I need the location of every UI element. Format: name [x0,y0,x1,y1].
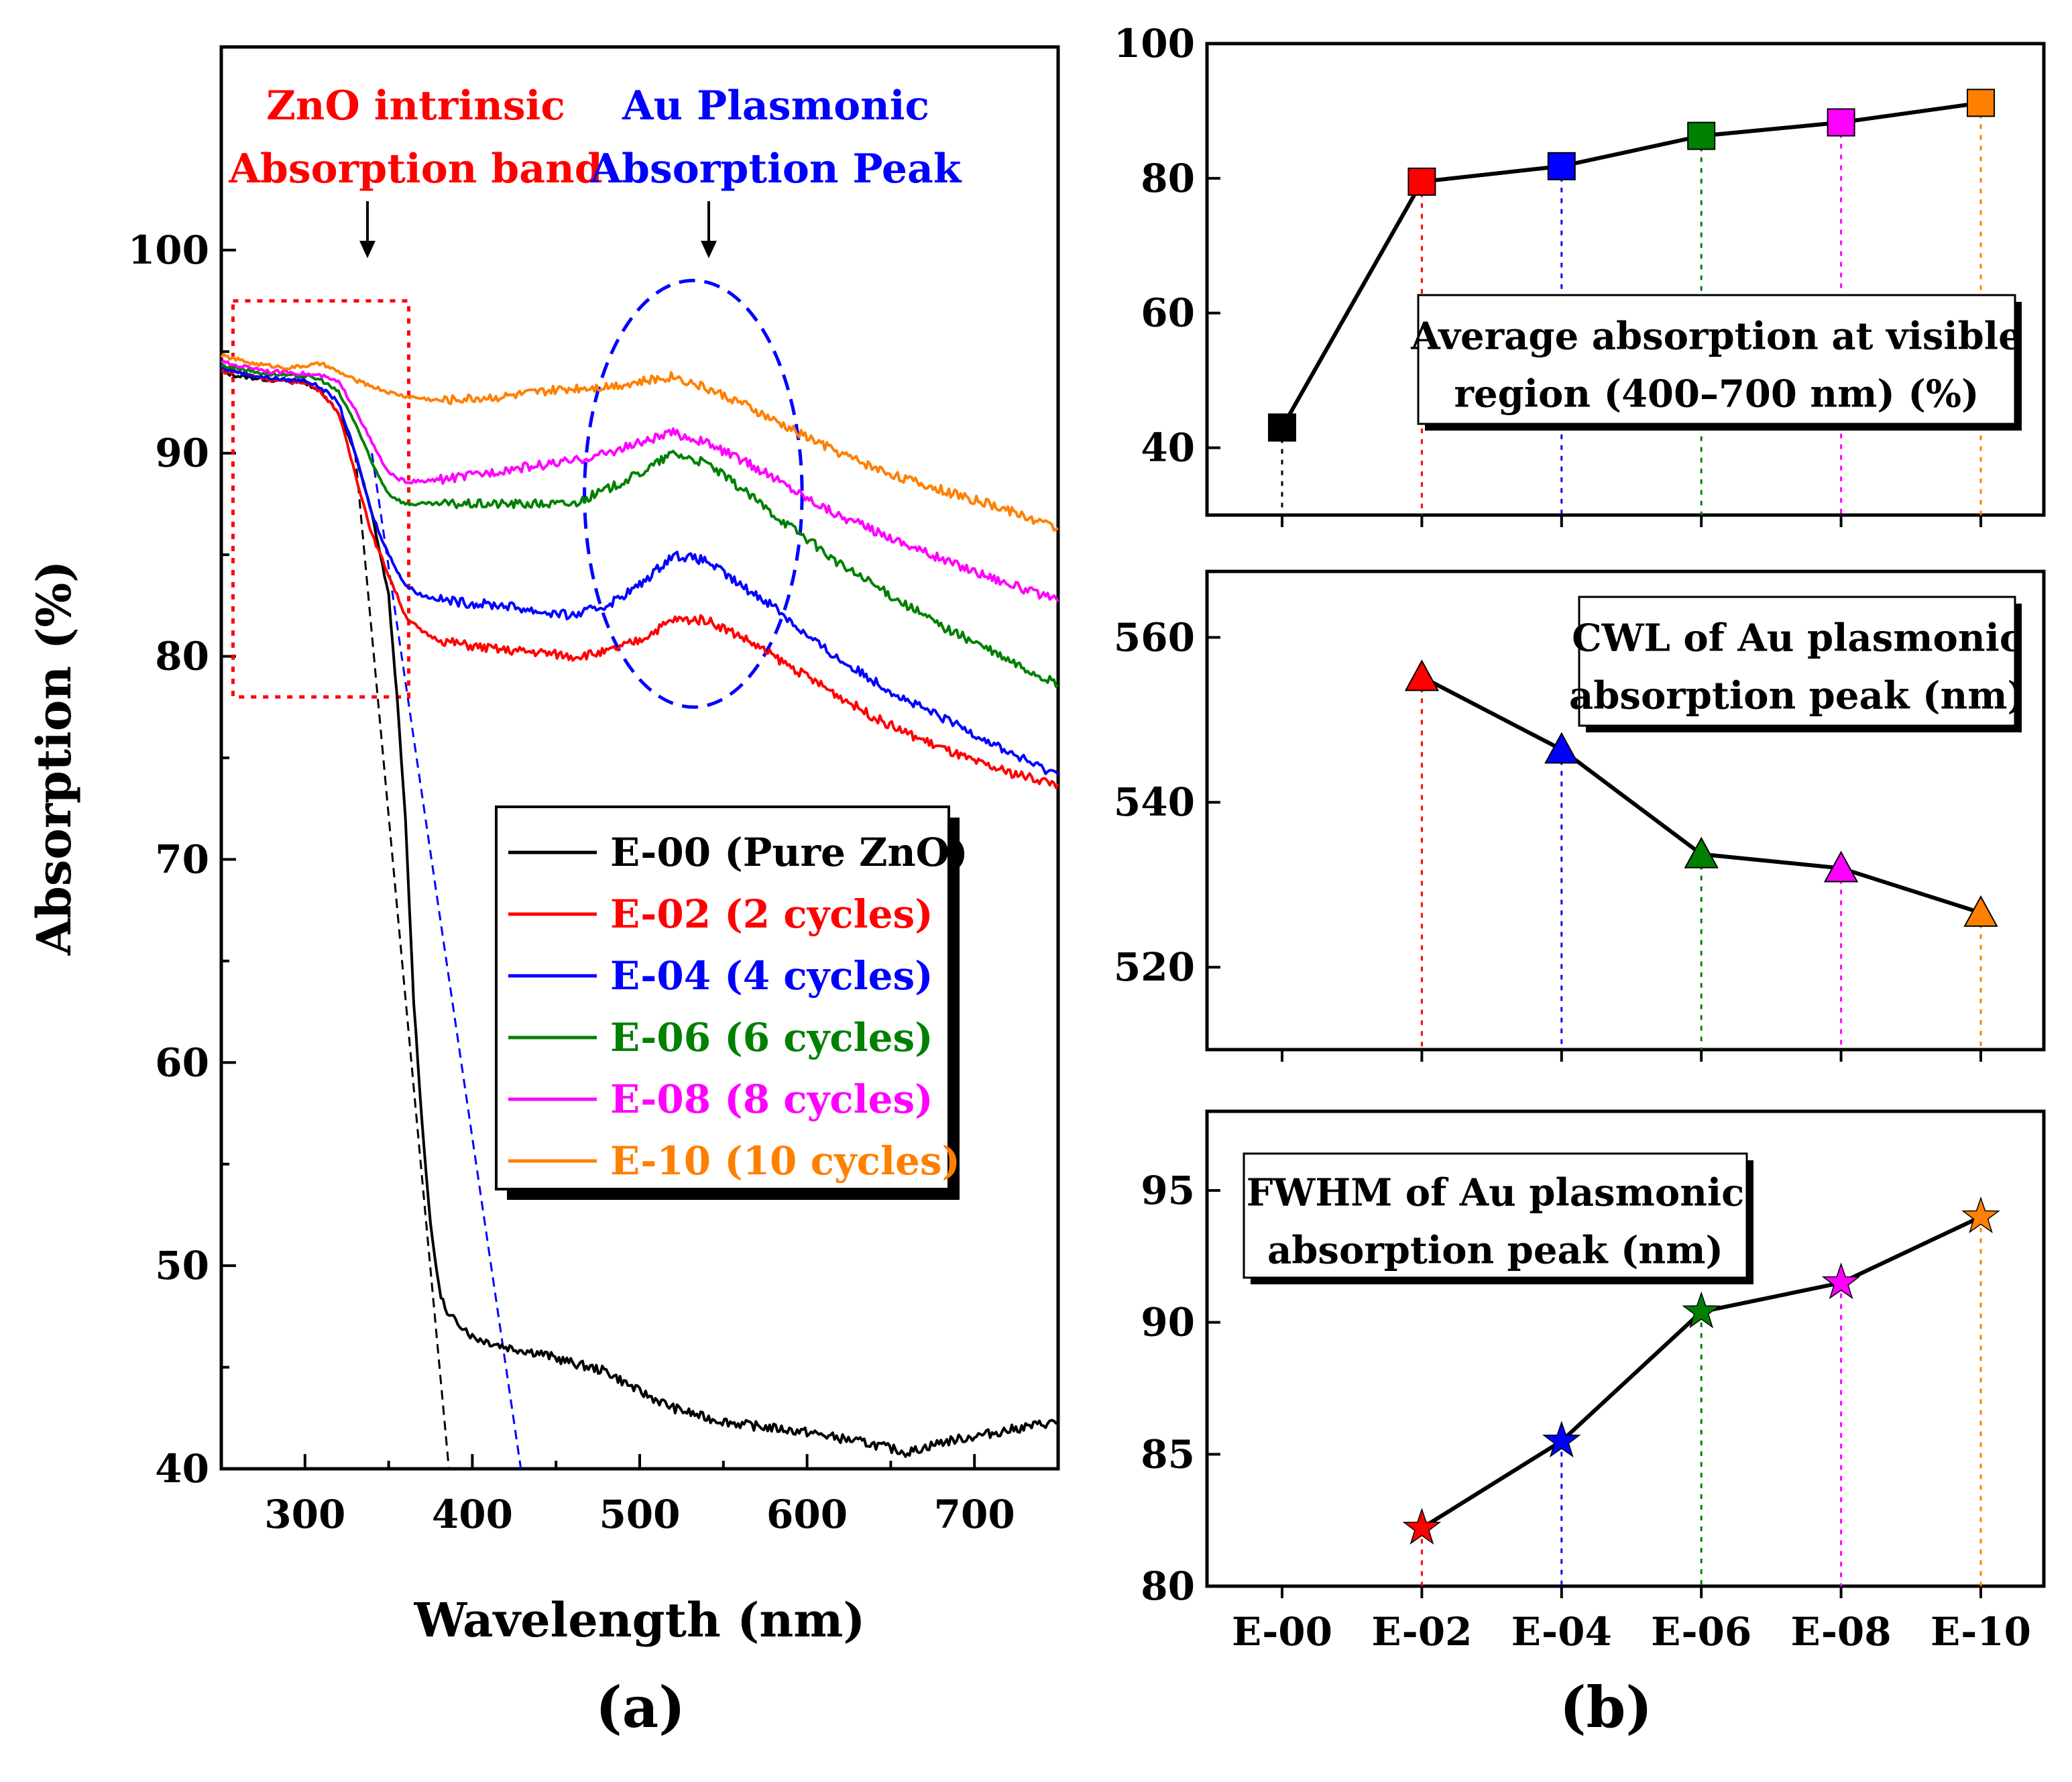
y-tick-label: 95 [1141,1168,1195,1213]
marker-star-e-08 [1821,1262,1861,1300]
y-tick-label: 100 [128,227,209,273]
series-line-e-08 [220,359,1059,602]
legend-box [495,805,950,1190]
annotation-au-line1: Au Plasmonic [622,82,929,129]
y-tick-label: 80 [1141,156,1195,201]
series-line-e-02 [221,369,1059,789]
y-tick-label: 80 [155,634,209,679]
legend-label: E-10 (10 cycles) [610,1138,960,1184]
y-tick-label: 85 [1141,1431,1195,1477]
plot-frame [1205,569,2046,1052]
legend-label: E-02 (2 cycles) [610,891,933,937]
zno-band-region-box [231,299,411,699]
title-line-1: CWL of Au plasmonic [1572,616,2022,661]
marker-star-e-10 [1961,1196,2000,1233]
panel-label-b: (b) [1560,1674,1652,1740]
legend-label: E-04 (4 cycles) [610,953,933,999]
legend-label: E-06 (6 cycles) [610,1015,933,1060]
x-tick-label: 700 [934,1492,1015,1537]
x-tick-label: E-10 [1931,1609,2031,1655]
y-tick-label: 70 [155,836,209,882]
title-box [1417,294,2016,425]
marker-triangle-e-02 [1404,659,1440,691]
title-box [1243,1152,1748,1279]
plot-frame [1205,42,2046,517]
marker-triangle-e-08 [1823,850,1859,883]
marker-triangle-e-04 [1544,732,1579,764]
marker-square-e-06 [1687,121,1716,150]
y-tick-label: 520 [1114,944,1195,990]
panel-label-a: (a) [595,1674,685,1740]
tangent-line-zno [354,453,450,1469]
marker-triangle-e-06 [1684,836,1719,869]
x-tick-label: E-04 [1511,1609,1612,1655]
plot-frame [219,45,1060,1471]
annotation-arrowhead [701,241,717,258]
marker-triangle-e-10 [1963,895,1998,927]
x-tick-label: 500 [599,1492,680,1537]
x-tick-label: E-08 [1791,1609,1892,1655]
y-tick-label: 100 [1114,21,1195,66]
series-line-e-04 [221,366,1059,775]
title-line-1: FWHM of Au plasmonic [1247,1171,1745,1215]
marker-square-e-02 [1407,167,1436,196]
tangent-line-au [371,453,522,1469]
legend-label: E-08 (8 cycles) [610,1076,933,1122]
au-peak-region-ellipse [583,278,804,709]
y-tick-label: 90 [155,431,209,476]
series-line-e-06 [220,364,1059,688]
annotation-zno-line1: ZnO intrinsic [266,82,565,129]
plot-frame [1205,1109,2046,1588]
series-line-e-10 [220,353,1059,532]
y-tick-label: 90 [1141,1300,1195,1345]
chart-b1-average-absorption: 40 60 80 100 Average absorption at visible re… [1114,21,2046,527]
x-tick-label: E-06 [1651,1609,1751,1655]
title-line-2: absorption peak (nm) [1569,674,2025,718]
annotation-arrowhead [359,241,376,258]
title-line-2: region (400–700 nm) (%) [1454,372,1979,416]
marker-square-e-08 [1827,108,1855,137]
marker-star-e-02 [1402,1508,1442,1545]
y-tick-label: 40 [155,1446,209,1492]
x-tick-label: 600 [766,1492,848,1537]
marker-star-e-06 [1682,1291,1721,1329]
legend-label: E-00 (Pure ZnO) [610,830,968,875]
chart-b3-fwhm: 80 85 90 95 E-00 E-02 E-04 E-06 E-08 E-10 FWHM of … [1141,1109,2046,1655]
annotation-au-line2: Absorption Peak [589,146,962,192]
y-tick-label: 560 [1114,614,1195,660]
title-box [1578,596,2016,727]
y-tick-label: 60 [155,1040,209,1085]
annotation-zno-line2: Absorption band [228,146,602,192]
y-tick-label: 80 [1141,1563,1195,1609]
marker-square-e-10 [1967,89,1995,117]
x-tick-label: 400 [432,1492,513,1537]
y-axis-title: Absorption (%) [26,561,82,956]
title-line-1: Average absorption at visible [1410,315,2022,359]
x-tick-label: E-02 [1371,1609,1472,1655]
title-line-2: absorption peak (nm) [1267,1229,1723,1273]
marker-square-e-00 [1268,413,1296,442]
y-tick-label: 40 [1141,425,1195,471]
y-tick-label: 60 [1141,290,1195,336]
chart-a-absorption-spectra: 300 400 500 600 700 40 50 60 70 80 90 100 Wavelength… [26,45,1060,1648]
x-axis-title: Wavelength (nm) [414,1592,866,1648]
x-tick-label: 300 [264,1492,345,1537]
y-tick-label: 50 [155,1243,209,1288]
x-tick-label: E-00 [1232,1609,1332,1655]
y-tick-label: 540 [1114,779,1195,825]
chart-b2-cwl: 520 540 560 CWL of Au plasmonic absorption p… [1114,569,2046,1062]
series-line [1280,101,1981,429]
marker-star-e-04 [1542,1421,1581,1458]
marker-square-e-04 [1547,152,1576,180]
